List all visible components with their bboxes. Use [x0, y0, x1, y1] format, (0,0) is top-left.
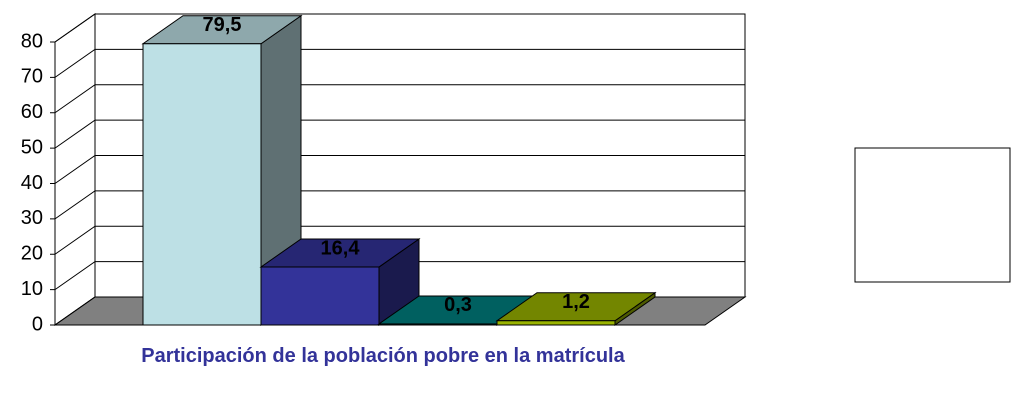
y-tick-label: 50: [21, 136, 43, 158]
grid-line: [54, 13, 745, 43]
grid-line: [54, 155, 745, 184]
x-title-box: Participación de la población pobre en l…: [141, 345, 625, 367]
y-tick-label: 10: [21, 278, 43, 300]
grid-line: [54, 84, 745, 114]
value-label: 1,2: [562, 291, 590, 313]
bar: [378, 323, 498, 326]
y-tick-label: 60: [21, 101, 43, 123]
y-tick-label: 70: [21, 66, 43, 88]
y-tick-label: 40: [21, 172, 43, 194]
x-axis-title: Participación de la población pobre en l…: [141, 345, 625, 367]
legend-box: [854, 147, 1011, 283]
bar: [496, 320, 616, 326]
grid-line: [54, 190, 745, 220]
value-label: 0,3: [444, 294, 472, 316]
grid-line: [54, 225, 745, 255]
grid-line: [54, 261, 745, 291]
y-tick-label: 80: [21, 30, 43, 52]
y-tick-label: 30: [21, 207, 43, 229]
grid-line: [54, 48, 745, 78]
value-label: 79,5: [203, 14, 242, 36]
y-tick-label: 0: [32, 313, 43, 335]
y-tick-label: 20: [21, 243, 43, 265]
bar: [142, 43, 262, 326]
bar: [260, 266, 380, 326]
value-label: 16,4: [321, 237, 361, 259]
grid-line: [54, 119, 745, 149]
